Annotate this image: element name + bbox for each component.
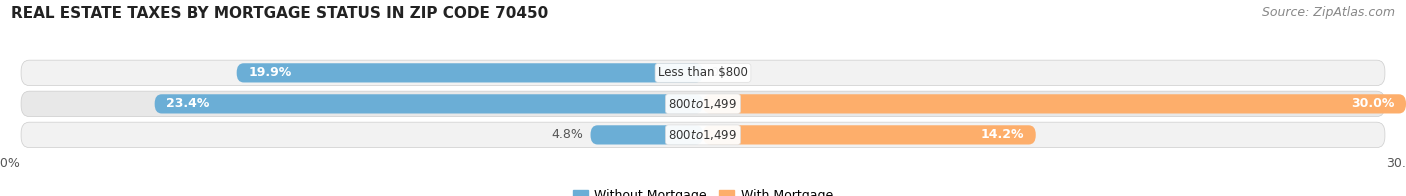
Text: REAL ESTATE TAXES BY MORTGAGE STATUS IN ZIP CODE 70450: REAL ESTATE TAXES BY MORTGAGE STATUS IN … bbox=[11, 6, 548, 21]
FancyBboxPatch shape bbox=[591, 125, 703, 144]
Legend: Without Mortgage, With Mortgage: Without Mortgage, With Mortgage bbox=[568, 184, 838, 196]
Text: 23.4%: 23.4% bbox=[166, 97, 209, 110]
Text: 14.2%: 14.2% bbox=[980, 128, 1024, 141]
Text: 0.0%: 0.0% bbox=[710, 66, 742, 79]
FancyBboxPatch shape bbox=[155, 94, 703, 113]
FancyBboxPatch shape bbox=[703, 94, 1406, 113]
Text: 30.0%: 30.0% bbox=[1351, 97, 1395, 110]
Text: $800 to $1,499: $800 to $1,499 bbox=[668, 128, 738, 142]
FancyBboxPatch shape bbox=[21, 60, 1385, 86]
Text: 4.8%: 4.8% bbox=[551, 128, 583, 141]
Text: $800 to $1,499: $800 to $1,499 bbox=[668, 97, 738, 111]
FancyBboxPatch shape bbox=[21, 122, 1385, 148]
Text: 19.9%: 19.9% bbox=[249, 66, 291, 79]
Text: Source: ZipAtlas.com: Source: ZipAtlas.com bbox=[1261, 6, 1395, 19]
FancyBboxPatch shape bbox=[236, 63, 703, 83]
FancyBboxPatch shape bbox=[21, 91, 1385, 117]
FancyBboxPatch shape bbox=[703, 125, 1036, 144]
Text: Less than $800: Less than $800 bbox=[658, 66, 748, 79]
